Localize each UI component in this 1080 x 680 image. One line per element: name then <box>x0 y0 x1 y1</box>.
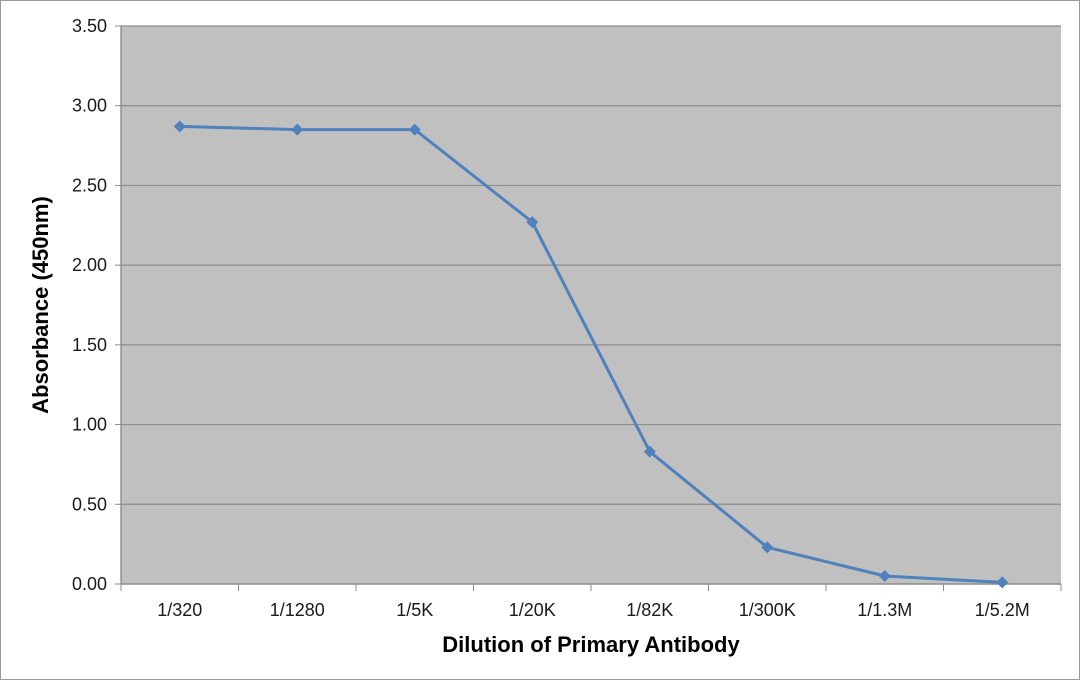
x-axis-title: Dilution of Primary Antibody <box>442 632 740 657</box>
data-point-marker <box>291 123 304 136</box>
data-point-marker <box>878 570 891 583</box>
axes <box>120 26 1062 591</box>
y-tick-label: 3.50 <box>72 16 107 36</box>
y-axis-title: Absorbance (450nm) <box>28 196 53 414</box>
x-tick-labels: 1/320 1/1280 1/5K 1/20K 1/82K 1/300K 1/1.3M 1/5… <box>157 600 1030 620</box>
x-tick-label: 1/82K <box>626 600 673 620</box>
data-point-marker <box>643 445 656 458</box>
data-point-marker <box>761 541 774 554</box>
data-point-marker <box>173 120 186 133</box>
gridlines <box>115 25 1061 585</box>
series <box>173 120 1009 589</box>
y-tick-label: 0.00 <box>72 574 107 594</box>
x-tick-label: 1/5K <box>396 600 433 620</box>
y-tick-label: 2.50 <box>72 175 107 195</box>
y-tick-label: 2.00 <box>72 255 107 275</box>
y-tick-label: 3.00 <box>72 96 107 116</box>
data-point-marker <box>996 576 1009 589</box>
data-point-marker <box>526 216 539 229</box>
x-tick-label: 1/1.3M <box>857 600 912 620</box>
x-tick-label: 1/1280 <box>270 600 325 620</box>
series-line <box>179 124 1003 584</box>
y-tick-label: 1.00 <box>72 415 107 435</box>
x-tick-label: 1/5.2M <box>975 600 1030 620</box>
x-tick-label: 1/300K <box>739 600 796 620</box>
data-point-marker <box>408 123 421 136</box>
x-tick-label: 1/20K <box>509 600 556 620</box>
y-tick-label: 0.50 <box>72 494 107 514</box>
y-tick-labels: 0.00 0.50 1.00 1.50 2.00 2.50 3.00 3.50 <box>72 16 107 594</box>
y-tick-label: 1.50 <box>72 335 107 355</box>
x-tick-label: 1/320 <box>157 600 202 620</box>
plot-area <box>121 26 1061 584</box>
